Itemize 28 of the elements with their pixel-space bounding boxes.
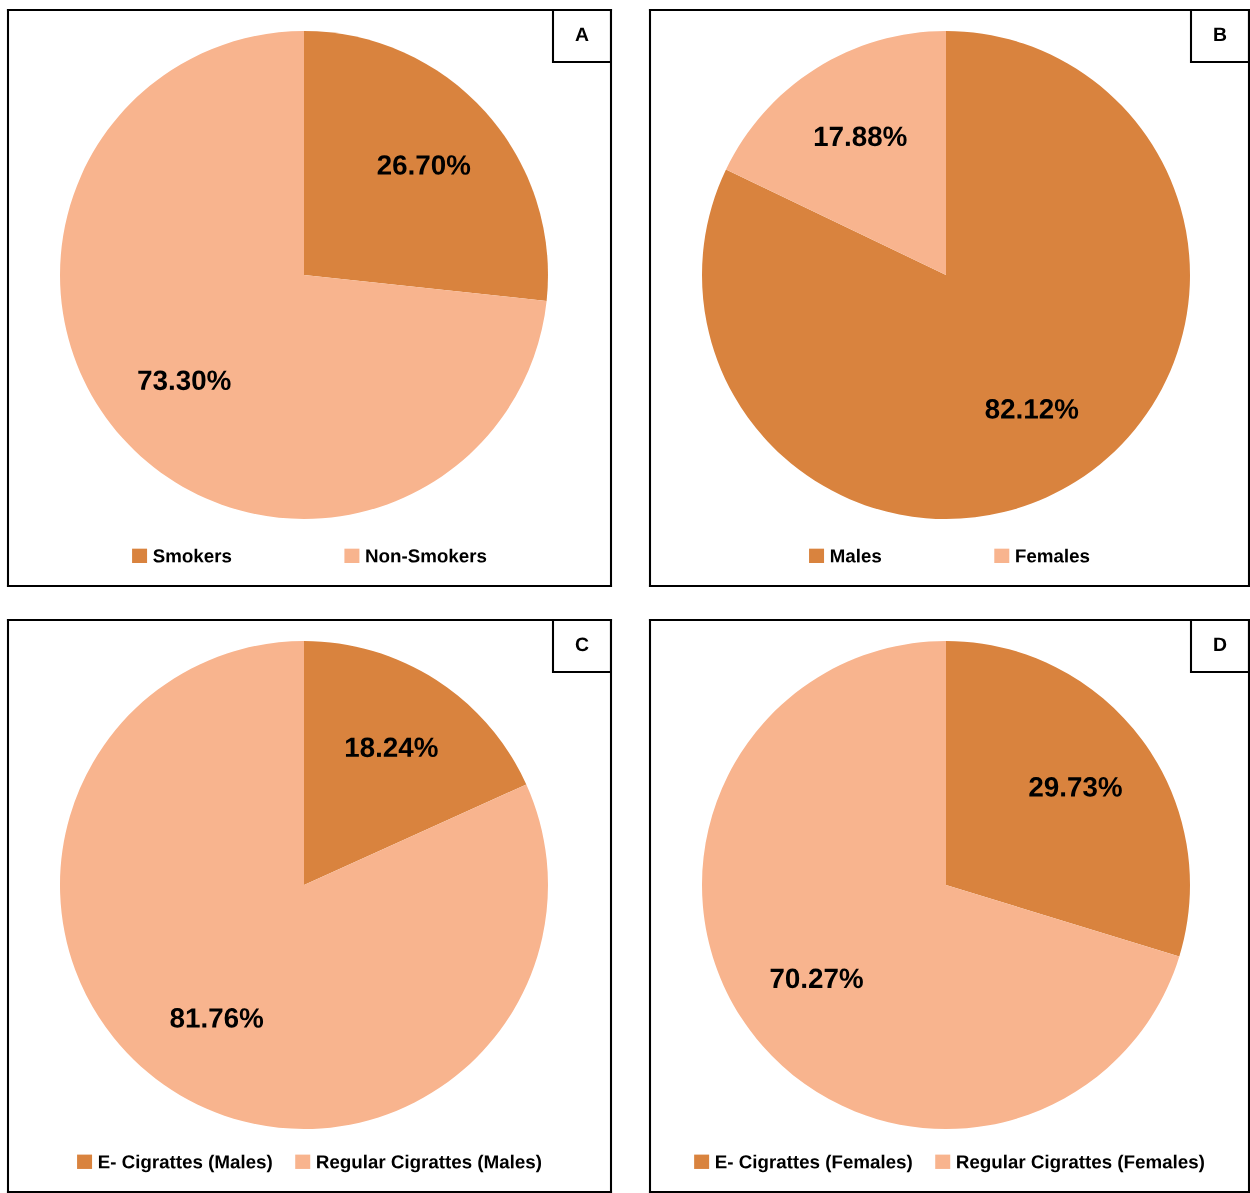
data-label: 17.88% [814,126,907,147]
pie-slice [304,31,548,302]
legend-label: E- Cigrattes (Females) [716,1154,912,1173]
data-label: 81.76% [170,1008,264,1028]
legend-label: Non-Smokers [366,548,487,563]
text: D [1214,637,1227,652]
pie-slice [702,31,1190,519]
legend-label: Regular Cigrattes (Females) [957,1154,1204,1173]
data-label: 26.70% [377,155,471,175]
legend-label: Females [1016,548,1090,563]
legend-label: Smokers [153,548,232,563]
data-label: 70.27% [770,968,863,989]
text: A [575,27,589,42]
data-label: 18.24% [345,737,438,758]
legend-label: E- Cigrattes (Males) [98,1154,272,1173]
pie-slice [304,641,527,885]
text: B [1214,27,1227,42]
legend-label: Regular Cigrattes (Males) [317,1154,542,1173]
data-label: 73.30% [138,370,231,391]
pie-slice [702,641,1180,1129]
pie-slice [946,641,1190,957]
pie-slice [60,31,547,519]
data-label: 82.12% [985,399,1079,419]
data-label: 29.73% [1029,777,1122,797]
text: C [575,637,589,652]
legend-label: Males [830,548,882,563]
pie-slice [60,641,548,1129]
pie-slice [726,31,946,275]
